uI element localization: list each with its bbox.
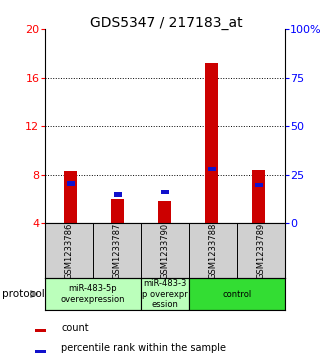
Text: control: control bbox=[222, 290, 251, 298]
Bar bbox=[35, 329, 46, 333]
Text: protocol: protocol bbox=[2, 289, 44, 299]
Bar bbox=[141, 278, 189, 310]
Bar bbox=[45, 278, 141, 310]
Bar bbox=[114, 192, 122, 196]
Text: GSM1233788: GSM1233788 bbox=[208, 222, 217, 279]
Text: count: count bbox=[61, 323, 89, 333]
Bar bbox=[205, 63, 218, 223]
Bar bbox=[189, 278, 285, 310]
Text: miR-483-3
p overexpr
ession: miR-483-3 p overexpr ession bbox=[142, 279, 188, 309]
Text: percentile rank within the sample: percentile rank within the sample bbox=[61, 343, 226, 354]
Text: GSM1233787: GSM1233787 bbox=[112, 222, 122, 279]
Text: GSM1233786: GSM1233786 bbox=[64, 222, 74, 279]
Bar bbox=[207, 167, 216, 171]
Text: GDS5347 / 217183_at: GDS5347 / 217183_at bbox=[90, 16, 243, 30]
Bar bbox=[111, 199, 125, 223]
Bar bbox=[255, 183, 263, 187]
Bar bbox=[252, 170, 265, 223]
Bar bbox=[35, 350, 46, 353]
Bar bbox=[67, 182, 75, 185]
Text: miR-483-5p
overexpression: miR-483-5p overexpression bbox=[61, 284, 125, 304]
Text: GSM1233790: GSM1233790 bbox=[160, 223, 169, 278]
Bar bbox=[158, 201, 171, 223]
Bar bbox=[161, 190, 169, 194]
Text: GSM1233789: GSM1233789 bbox=[256, 223, 265, 278]
Bar bbox=[64, 171, 77, 223]
